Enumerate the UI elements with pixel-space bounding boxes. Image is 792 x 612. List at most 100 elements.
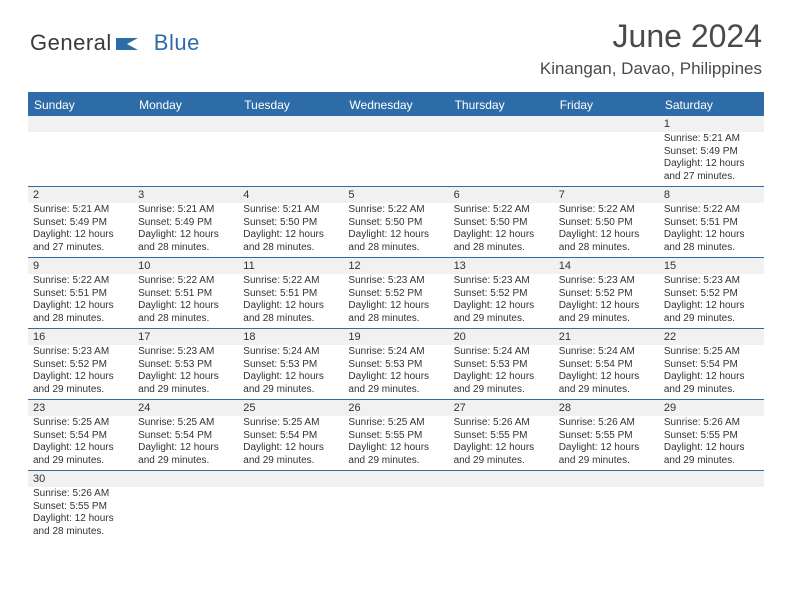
daylight-text: Daylight: 12 hours [559,300,654,313]
day-number [449,471,554,487]
day-number: 25 [238,400,343,416]
sunset-text: Sunset: 5:54 PM [138,430,233,443]
daylight-text: Daylight: 12 hours [138,371,233,384]
daylight-text: and 29 minutes. [559,313,654,326]
sunrise-text: Sunrise: 5:23 AM [138,346,233,359]
daynum-row: 1 [28,116,764,132]
daylight-text: and 29 minutes. [664,455,759,468]
calendar-body: 1Sunrise: 5:21 AMSunset: 5:49 PMDaylight… [28,116,764,541]
day-cell: Sunrise: 5:22 AMSunset: 5:50 PMDaylight:… [449,203,554,257]
daylight-text: and 28 minutes. [138,242,233,255]
sunset-text: Sunset: 5:53 PM [454,359,549,372]
daylight-text: Daylight: 12 hours [664,371,759,384]
day-cell: Sunrise: 5:23 AMSunset: 5:53 PMDaylight:… [133,345,238,399]
daylight-text: and 28 minutes. [33,313,128,326]
sunrise-text: Sunrise: 5:22 AM [348,204,443,217]
sunrise-text: Sunrise: 5:24 AM [559,346,654,359]
sunset-text: Sunset: 5:54 PM [33,430,128,443]
sunset-text: Sunset: 5:52 PM [33,359,128,372]
week-row: 9101112131415Sunrise: 5:22 AMSunset: 5:5… [28,258,764,329]
day-body-row: Sunrise: 5:22 AMSunset: 5:51 PMDaylight:… [28,274,764,328]
header: General Blue June 2024 Kinangan, Davao, … [0,0,792,92]
daylight-text: and 28 minutes. [243,242,338,255]
day-number: 29 [659,400,764,416]
day-body-row: Sunrise: 5:25 AMSunset: 5:54 PMDaylight:… [28,416,764,470]
weekday-header: Wednesday [343,94,448,116]
day-number: 14 [554,258,659,274]
sunrise-text: Sunrise: 5:25 AM [243,417,338,430]
daylight-text: Daylight: 12 hours [138,442,233,455]
daynum-row: 23242526272829 [28,400,764,416]
sunset-text: Sunset: 5:54 PM [559,359,654,372]
daynum-row: 30 [28,471,764,487]
sunrise-text: Sunrise: 5:22 AM [664,204,759,217]
day-number: 28 [554,400,659,416]
daynum-row: 16171819202122 [28,329,764,345]
day-number [238,116,343,132]
sunrise-text: Sunrise: 5:26 AM [33,488,128,501]
brand-text-blue: Blue [154,30,200,56]
day-number: 5 [343,187,448,203]
day-number [554,116,659,132]
day-cell: Sunrise: 5:21 AMSunset: 5:49 PMDaylight:… [659,132,764,186]
daylight-text: Daylight: 12 hours [33,371,128,384]
week-row: 16171819202122Sunrise: 5:23 AMSunset: 5:… [28,329,764,400]
daylight-text: Daylight: 12 hours [454,229,549,242]
daylight-text: Daylight: 12 hours [243,442,338,455]
daylight-text: and 28 minutes. [454,242,549,255]
sunset-text: Sunset: 5:55 PM [454,430,549,443]
day-cell [133,487,238,541]
sunset-text: Sunset: 5:55 PM [664,430,759,443]
day-cell: Sunrise: 5:26 AMSunset: 5:55 PMDaylight:… [28,487,133,541]
sunset-text: Sunset: 5:50 PM [348,217,443,230]
daylight-text: Daylight: 12 hours [664,442,759,455]
daylight-text: Daylight: 12 hours [454,442,549,455]
sunrise-text: Sunrise: 5:21 AM [138,204,233,217]
sunrise-text: Sunrise: 5:23 AM [664,275,759,288]
day-cell: Sunrise: 5:21 AMSunset: 5:49 PMDaylight:… [133,203,238,257]
day-number: 6 [449,187,554,203]
daylight-text: Daylight: 12 hours [348,300,443,313]
day-number: 2 [28,187,133,203]
day-cell [449,487,554,541]
day-number [343,471,448,487]
day-cell: Sunrise: 5:22 AMSunset: 5:50 PMDaylight:… [343,203,448,257]
month-title: June 2024 [540,18,762,55]
sunrise-text: Sunrise: 5:26 AM [559,417,654,430]
sunset-text: Sunset: 5:53 PM [243,359,338,372]
sunset-text: Sunset: 5:51 PM [243,288,338,301]
week-row: 1Sunrise: 5:21 AMSunset: 5:49 PMDaylight… [28,116,764,187]
day-cell [659,487,764,541]
day-body-row: Sunrise: 5:21 AMSunset: 5:49 PMDaylight:… [28,203,764,257]
daylight-text: and 28 minutes. [243,313,338,326]
day-cell [133,132,238,186]
sunrise-text: Sunrise: 5:21 AM [664,133,759,146]
location-text: Kinangan, Davao, Philippines [540,59,762,79]
sunset-text: Sunset: 5:55 PM [33,501,128,514]
day-cell: Sunrise: 5:22 AMSunset: 5:50 PMDaylight:… [554,203,659,257]
day-cell: Sunrise: 5:23 AMSunset: 5:52 PMDaylight:… [343,274,448,328]
daylight-text: and 29 minutes. [664,313,759,326]
daylight-text: Daylight: 12 hours [348,229,443,242]
sunrise-text: Sunrise: 5:24 AM [243,346,338,359]
day-number [133,471,238,487]
brand-logo: General Blue [30,30,200,56]
day-number: 18 [238,329,343,345]
day-number: 13 [449,258,554,274]
week-row: 23242526272829Sunrise: 5:25 AMSunset: 5:… [28,400,764,471]
day-cell: Sunrise: 5:25 AMSunset: 5:55 PMDaylight:… [343,416,448,470]
sunset-text: Sunset: 5:51 PM [664,217,759,230]
day-number: 19 [343,329,448,345]
sunset-text: Sunset: 5:51 PM [138,288,233,301]
title-block: June 2024 Kinangan, Davao, Philippines [540,18,762,79]
daylight-text: Daylight: 12 hours [33,442,128,455]
daynum-row: 2345678 [28,187,764,203]
day-number: 12 [343,258,448,274]
daylight-text: and 29 minutes. [559,384,654,397]
daylight-text: and 29 minutes. [348,455,443,468]
daylight-text: and 29 minutes. [454,455,549,468]
daylight-text: Daylight: 12 hours [33,229,128,242]
day-body-row: Sunrise: 5:26 AMSunset: 5:55 PMDaylight:… [28,487,764,541]
day-cell: Sunrise: 5:24 AMSunset: 5:53 PMDaylight:… [238,345,343,399]
daylight-text: and 29 minutes. [33,455,128,468]
